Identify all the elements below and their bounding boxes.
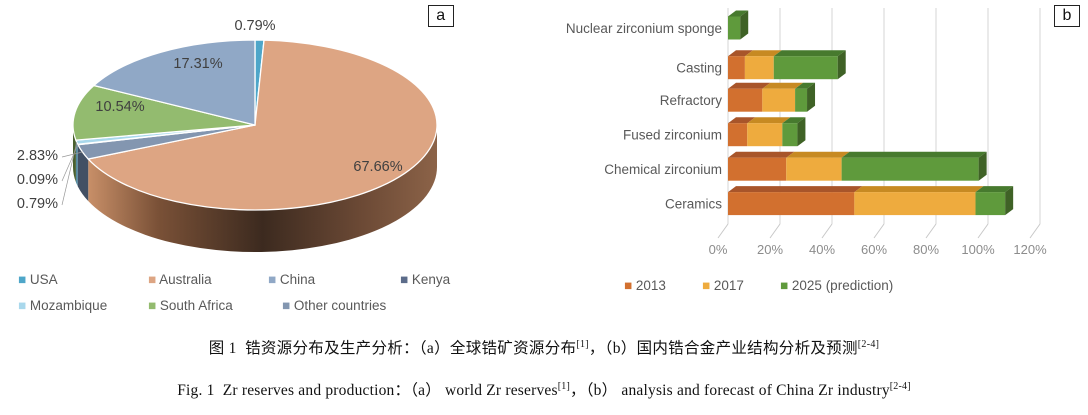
svg-text:40%: 40% (809, 242, 835, 257)
svg-text:20%: 20% (757, 242, 783, 257)
svg-text:80%: 80% (913, 242, 939, 257)
svg-text:0.79%: 0.79% (234, 18, 275, 34)
svg-text:Fused zirconium: Fused zirconium (623, 128, 722, 143)
svg-text:10.54%: 10.54% (95, 99, 144, 115)
svg-text:Chemical zirconium: Chemical zirconium (604, 162, 722, 177)
svg-text:Casting: Casting (676, 61, 722, 76)
svg-text:0%: 0% (709, 242, 728, 257)
svg-text:17.31%: 17.31% (173, 56, 222, 72)
svg-text:Nuclear zirconium sponge: Nuclear zirconium sponge (566, 21, 722, 36)
svg-text:67.66%: 67.66% (353, 159, 402, 175)
svg-text:60%: 60% (861, 242, 887, 257)
svg-text:Ceramics: Ceramics (665, 197, 722, 212)
svg-text:0.09%: 0.09% (17, 172, 58, 188)
svg-text:0.79%: 0.79% (17, 196, 58, 212)
svg-text:2.83%: 2.83% (17, 148, 58, 164)
svg-text:120%: 120% (1013, 242, 1047, 257)
svg-text:Refractory: Refractory (660, 93, 723, 108)
svg-text:100%: 100% (961, 242, 995, 257)
